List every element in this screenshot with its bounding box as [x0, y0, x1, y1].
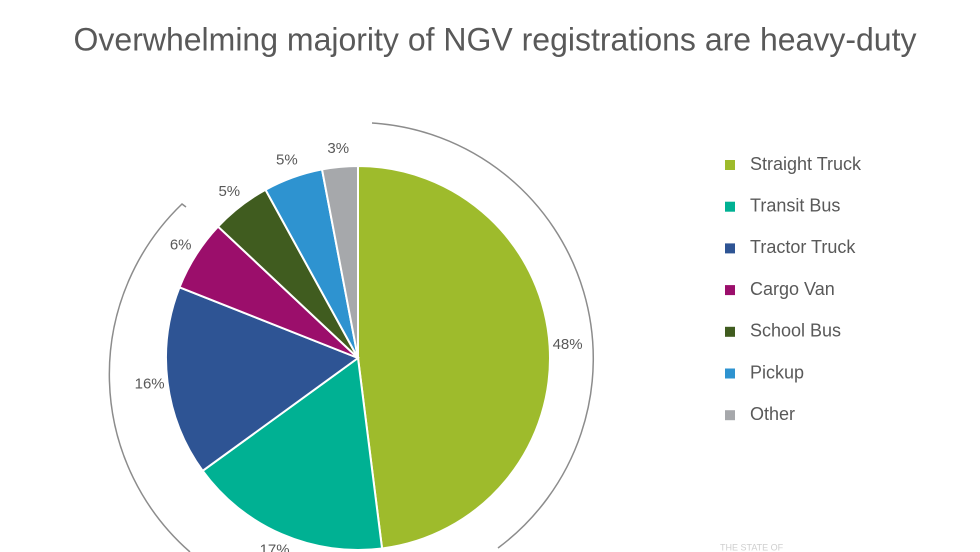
data-label: 5% — [276, 151, 298, 168]
legend-swatch — [725, 368, 735, 379]
data-label: 6% — [170, 236, 192, 253]
data-label: 48% — [553, 336, 583, 353]
pie-slice — [320, 164, 359, 359]
legend-label: Transit Bus — [750, 195, 840, 215]
legend-label: Pickup — [750, 362, 804, 382]
data-label: 17% — [260, 542, 290, 552]
legend-label: Other — [750, 404, 795, 424]
legend-swatch — [725, 326, 735, 337]
data-label: 3% — [327, 140, 349, 157]
chart-title: Overwhelming majority of NGV registratio… — [74, 21, 917, 57]
pie-slice — [165, 286, 361, 473]
legend-label: Tractor Truck — [750, 237, 856, 257]
legend-swatch — [725, 410, 735, 421]
legend-label: School Bus — [750, 321, 841, 341]
legend-swatch — [725, 243, 735, 254]
watermark: THE STATE OF — [720, 542, 784, 552]
pie-slice — [357, 164, 551, 550]
legend-label: Straight Truck — [750, 154, 862, 174]
data-label: 16% — [135, 375, 165, 392]
legend-swatch — [725, 201, 735, 212]
legend-swatch — [725, 160, 735, 170]
bracket — [371, 122, 595, 549]
pie-slice — [201, 356, 384, 551]
legend-label: Cargo Van — [750, 279, 835, 299]
legend-swatch — [725, 285, 735, 296]
bracket — [108, 203, 191, 552]
data-label: 5% — [218, 183, 240, 200]
